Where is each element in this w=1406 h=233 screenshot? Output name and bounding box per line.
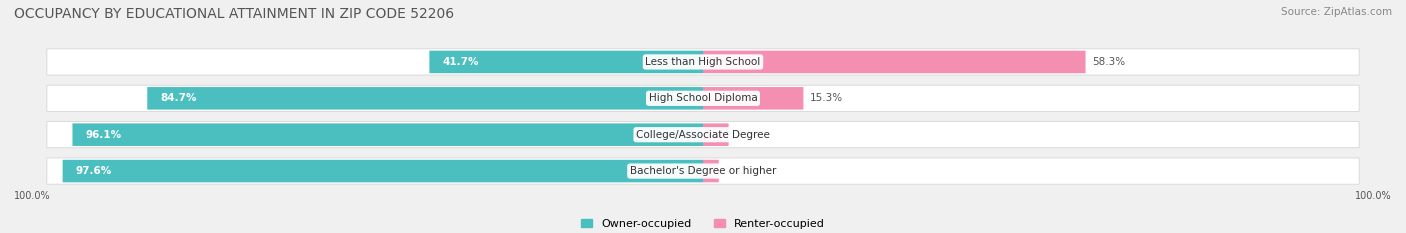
- Text: 41.7%: 41.7%: [443, 57, 479, 67]
- Text: OCCUPANCY BY EDUCATIONAL ATTAINMENT IN ZIP CODE 52206: OCCUPANCY BY EDUCATIONAL ATTAINMENT IN Z…: [14, 7, 454, 21]
- FancyBboxPatch shape: [63, 160, 703, 182]
- Legend: Owner-occupied, Renter-occupied: Owner-occupied, Renter-occupied: [576, 214, 830, 233]
- Text: High School Diploma: High School Diploma: [648, 93, 758, 103]
- Text: 2.4%: 2.4%: [725, 166, 752, 176]
- Text: 100.0%: 100.0%: [1355, 191, 1392, 201]
- Text: Source: ZipAtlas.com: Source: ZipAtlas.com: [1281, 7, 1392, 17]
- FancyBboxPatch shape: [703, 123, 728, 146]
- FancyBboxPatch shape: [703, 87, 803, 110]
- FancyBboxPatch shape: [46, 49, 1360, 75]
- Text: 15.3%: 15.3%: [810, 93, 844, 103]
- FancyBboxPatch shape: [148, 87, 703, 110]
- Text: 100.0%: 100.0%: [14, 191, 51, 201]
- FancyBboxPatch shape: [703, 51, 1085, 73]
- Text: Bachelor's Degree or higher: Bachelor's Degree or higher: [630, 166, 776, 176]
- FancyBboxPatch shape: [703, 160, 718, 182]
- Text: 96.1%: 96.1%: [86, 130, 122, 140]
- FancyBboxPatch shape: [46, 158, 1360, 184]
- FancyBboxPatch shape: [429, 51, 703, 73]
- Text: 58.3%: 58.3%: [1092, 57, 1125, 67]
- Text: 97.6%: 97.6%: [76, 166, 112, 176]
- FancyBboxPatch shape: [46, 122, 1360, 148]
- Text: 3.9%: 3.9%: [735, 130, 762, 140]
- FancyBboxPatch shape: [46, 85, 1360, 111]
- Text: College/Associate Degree: College/Associate Degree: [636, 130, 770, 140]
- Text: Less than High School: Less than High School: [645, 57, 761, 67]
- FancyBboxPatch shape: [73, 123, 703, 146]
- Text: 84.7%: 84.7%: [160, 93, 197, 103]
